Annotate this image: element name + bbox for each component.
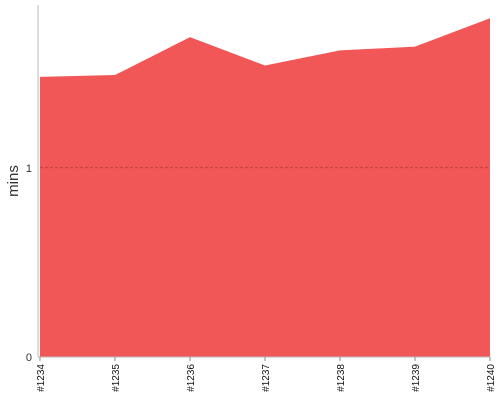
y-tick-label: 1 (26, 163, 32, 175)
x-tick-label: #1239 (411, 364, 422, 392)
area (40, 18, 490, 357)
x-tick-label: #1237 (261, 364, 272, 392)
x-tick-label: #1238 (336, 364, 347, 392)
x-tick-label: #1235 (111, 364, 122, 392)
x-tick-label: #1236 (186, 364, 197, 392)
y-axis-label: mins (5, 165, 22, 197)
x-tick-label: #1240 (486, 364, 497, 392)
y-tick-label: 0 (26, 352, 32, 364)
x-tick-label: #1234 (36, 364, 47, 392)
